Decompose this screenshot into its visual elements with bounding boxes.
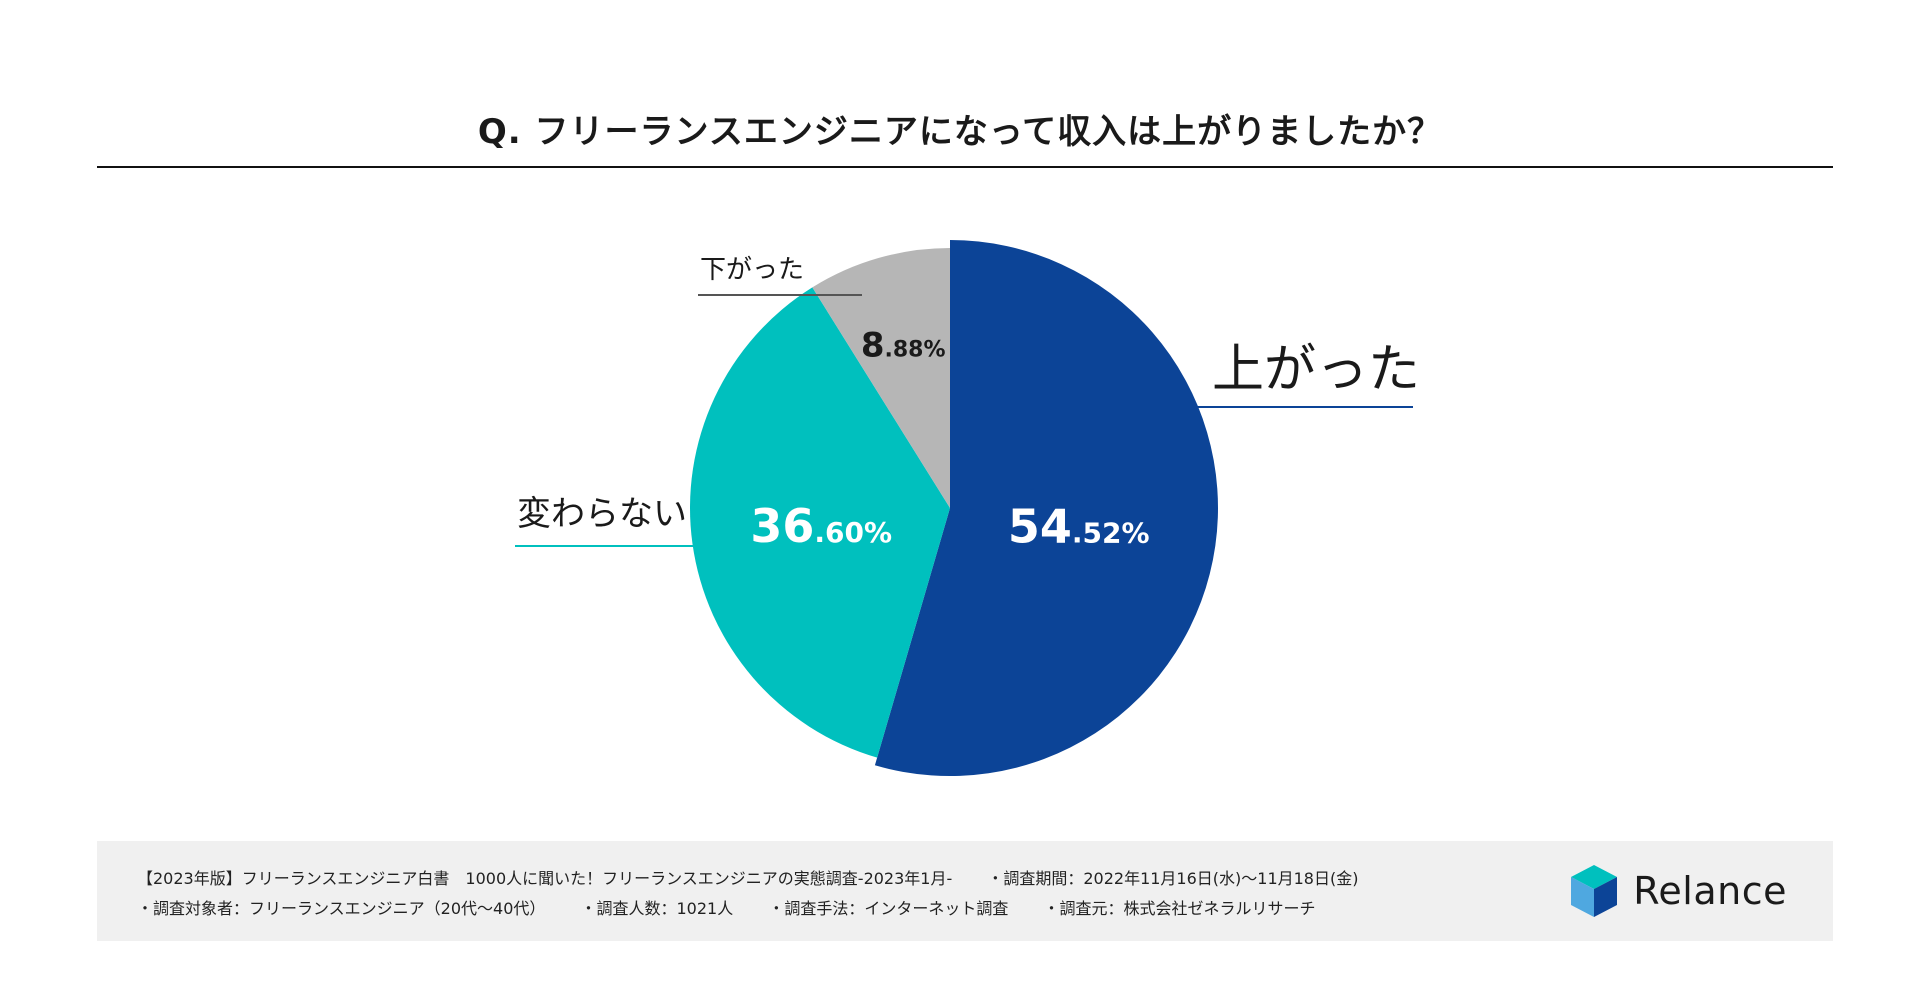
category-label-same: 変わらない: [517, 494, 687, 534]
footer-target: ・調査対象者：フリーランスエンジニア（20代〜40代）: [137, 899, 546, 918]
value-label-same: 36.60%: [750, 499, 892, 553]
footer-line-2: ・調査対象者：フリーランスエンジニア（20代〜40代） ・調査人数：1021人 …: [137, 895, 1345, 919]
footer-method: ・調査手法：インターネット調査: [768, 899, 1009, 918]
slice-decreased: [812, 248, 950, 508]
footer-panel: 【2023年版】フリーランスエンジニア白書 1000人に聞いた！フリーランスエン…: [97, 841, 1833, 941]
footer-count: ・調査人数：1021人: [580, 899, 734, 918]
relance-logo: Relance: [1569, 863, 1787, 919]
chart-title: Q. フリーランスエンジニアになって収入は上がりましたか？: [477, 112, 1443, 152]
category-label-down: 下がった: [700, 255, 804, 285]
value-label-down: 8.88%: [861, 326, 946, 366]
footer-line-1: 【2023年版】フリーランスエンジニア白書 1000人に聞いた！フリーランスエン…: [137, 865, 1388, 889]
footer-organizer: ・調査元：株式会社ゼネラルリサーチ: [1043, 899, 1316, 918]
relance-logo-text: Relance: [1633, 869, 1787, 913]
footer-source: 【2023年版】フリーランスエンジニア白書 1000人に聞いた！フリーランスエン…: [137, 869, 953, 888]
title-divider: [97, 166, 1833, 168]
value-label-up: 54.52%: [1008, 499, 1150, 553]
slice-increased: [874, 240, 1218, 776]
footer-period: ・調査期間：2022年11月16日(水)〜11月18日(金): [987, 869, 1359, 888]
category-label-up: 上がった: [1212, 340, 1420, 400]
slice-unchanged: [690, 287, 950, 758]
relance-logo-icon: [1571, 865, 1618, 917]
